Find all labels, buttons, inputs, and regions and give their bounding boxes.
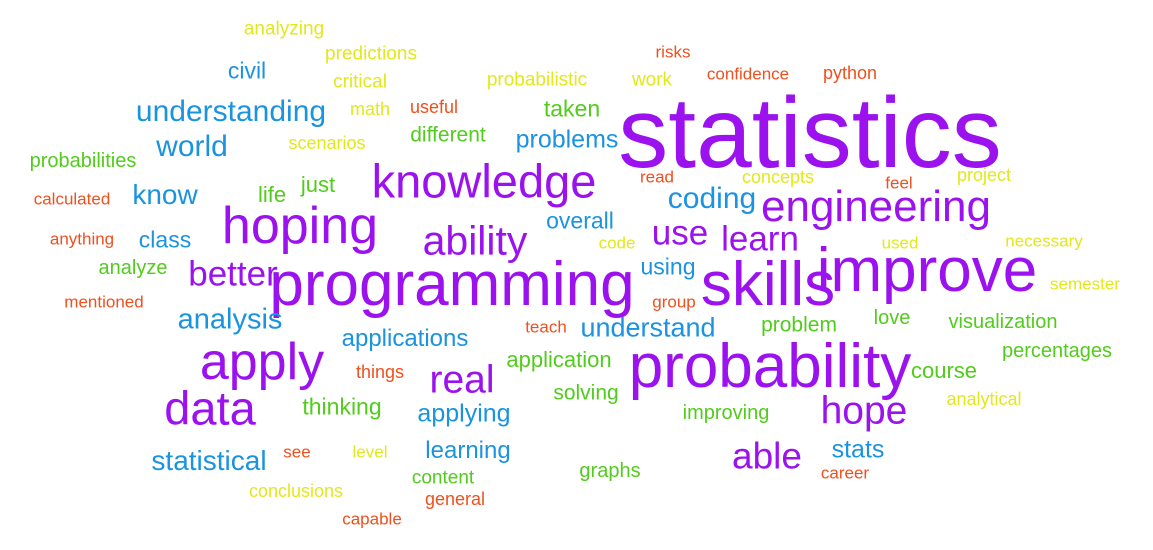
word-applying: applying — [417, 399, 511, 428]
word-improving: improving — [682, 402, 770, 424]
word-civil: civil — [227, 57, 267, 84]
word-statistics: statistics — [618, 77, 1002, 189]
word-learning: learning — [425, 437, 511, 464]
word-capable: capable — [342, 509, 402, 529]
word-use: use — [651, 213, 709, 253]
word-used: used — [881, 233, 919, 253]
word-analysis: analysis — [177, 303, 283, 336]
word-level: level — [352, 442, 388, 462]
word-probabilities: probabilities — [29, 150, 137, 172]
word-know: know — [132, 179, 198, 210]
word-scenarios: scenarios — [288, 133, 366, 153]
word-calculated: calculated — [33, 189, 111, 209]
word-applications: applications — [341, 325, 469, 352]
word-love: love — [873, 307, 911, 329]
word-able: able — [732, 435, 802, 477]
word-understand: understand — [580, 312, 716, 343]
word-teach: teach — [525, 317, 567, 337]
word-understanding: understanding — [135, 95, 327, 128]
word-mentioned: mentioned — [64, 292, 144, 312]
word-semester: semester — [1050, 274, 1120, 294]
word-hope: hope — [820, 389, 908, 433]
word-ability: ability — [422, 217, 528, 264]
word-concepts: concepts — [741, 167, 815, 187]
word-probability: probability — [628, 332, 912, 401]
word-taken: taken — [543, 95, 601, 122]
word-knowledge: knowledge — [371, 154, 597, 208]
word-engineering: engineering — [761, 182, 991, 231]
word-percentages: percentages — [1001, 340, 1113, 362]
word-better: better — [188, 254, 278, 294]
word-project: project — [956, 165, 1012, 185]
word-analytical: analytical — [946, 389, 1022, 409]
word-overall: overall — [546, 207, 614, 234]
word-class: class — [138, 226, 192, 253]
word-skills: skills — [700, 250, 836, 319]
word-predictions: predictions — [325, 43, 417, 65]
word-things: things — [355, 362, 405, 382]
word-statistical: statistical — [151, 445, 267, 476]
word-probabilistic: probabilistic — [486, 69, 588, 91]
word-just: just — [300, 172, 336, 197]
word-apply: apply — [199, 333, 325, 391]
word-feel: feel — [885, 173, 913, 193]
word-math: math — [349, 99, 391, 119]
word-thinking: thinking — [302, 393, 382, 420]
word-life: life — [257, 182, 287, 207]
word-solving: solving — [553, 381, 619, 405]
word-critical: critical — [333, 71, 387, 93]
word-code: code — [598, 233, 636, 253]
word-course: course — [910, 358, 978, 383]
word-read: read — [639, 167, 675, 187]
word-general: general — [424, 489, 486, 509]
word-work: work — [631, 69, 673, 91]
word-using: using — [640, 253, 696, 280]
word-python: python — [822, 63, 878, 83]
word-visualization: visualization — [948, 311, 1058, 333]
word-confidence: confidence — [706, 64, 790, 84]
word-stats: stats — [831, 435, 885, 464]
word-improve: improve — [816, 236, 1038, 305]
word-career: career — [820, 463, 870, 483]
word-learn: learn — [721, 219, 799, 259]
word-analyze: analyze — [98, 257, 168, 279]
word-data: data — [164, 381, 256, 435]
word-analyzing: analyzing — [243, 18, 325, 40]
word-graphs: graphs — [579, 460, 641, 482]
word-anything: anything — [49, 229, 115, 249]
word-different: different — [410, 123, 486, 147]
word-application: application — [506, 347, 612, 372]
word-group: group — [652, 292, 696, 312]
word-content: content — [411, 467, 475, 489]
word-real: real — [429, 358, 495, 402]
word-world: world — [156, 130, 228, 163]
word-hoping: hoping — [221, 197, 379, 255]
word-coding: coding — [667, 182, 757, 215]
word-problems: problems — [515, 125, 619, 154]
word-risks: risks — [655, 42, 691, 62]
word-see: see — [283, 442, 311, 462]
word-conclusions: conclusions — [248, 481, 344, 501]
word-useful: useful — [409, 97, 459, 117]
word-programming: programming — [269, 250, 635, 319]
word-problem: problem — [761, 313, 837, 337]
word-necessary: necessary — [1005, 231, 1083, 251]
